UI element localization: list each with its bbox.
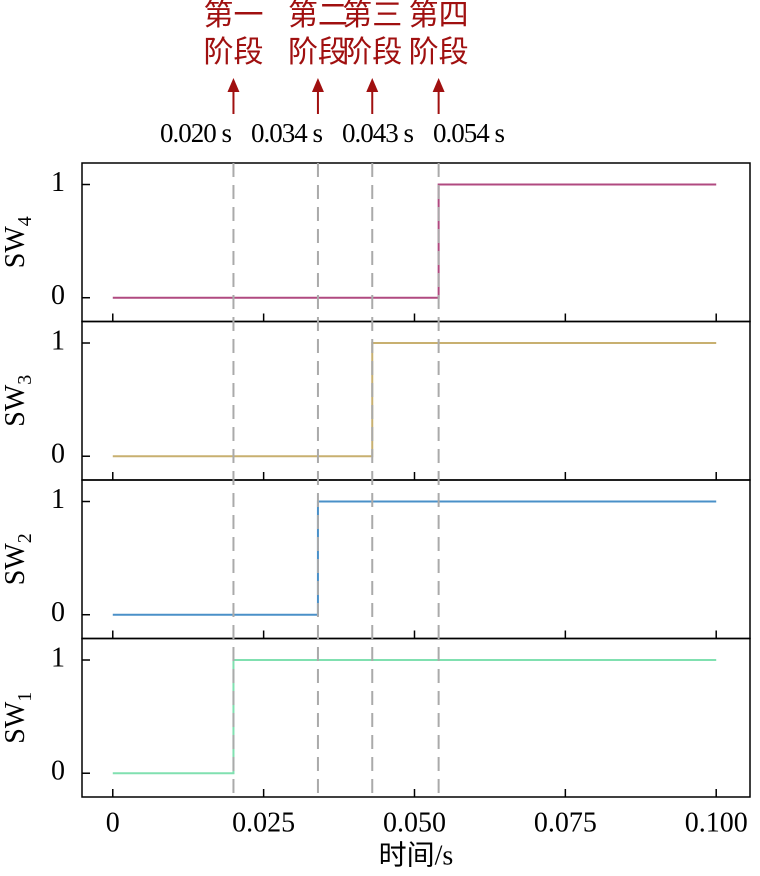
- x-tick-label: 0.100: [685, 807, 748, 838]
- x-axis-label: 时间/s: [379, 839, 454, 871]
- stage-arrowhead: [366, 78, 379, 92]
- x-tick-label: 0.025: [232, 807, 295, 838]
- y-axis-label-sub: 1: [14, 692, 36, 702]
- stage-arrowhead: [311, 78, 324, 92]
- x-tick-label: 0.050: [383, 807, 446, 838]
- y-axis-label-main: SW: [0, 226, 31, 269]
- stage-label: 阶段: [342, 36, 402, 69]
- y-tick-label: 0: [51, 439, 65, 470]
- y-axis-label-sub: 3: [14, 375, 36, 385]
- y-axis-label: SW2: [0, 533, 35, 585]
- y-axis-label: SW3: [0, 375, 35, 427]
- y-tick-label: 1: [51, 325, 65, 356]
- stage-arrowhead: [432, 78, 445, 92]
- stage-time-label: 0.043 s: [342, 118, 414, 148]
- y-axis-label: SW1: [0, 692, 35, 744]
- stage-arrowhead: [227, 78, 240, 92]
- stage-label: 第一: [203, 0, 263, 32]
- stage-label: 第二: [288, 0, 348, 32]
- y-tick-label: 0: [51, 756, 65, 787]
- y-axis-label-main: SW: [0, 701, 31, 744]
- line: [112, 500, 717, 616]
- y-tick-label: 1: [51, 167, 65, 198]
- x-tick-label: 0.075: [534, 807, 597, 838]
- stage-time-label: 0.020 s: [160, 118, 232, 148]
- stage-label: 第四: [409, 0, 469, 32]
- stage-label: 第三: [342, 0, 402, 32]
- line: [112, 183, 717, 299]
- stage-label: 阶段: [288, 36, 348, 69]
- x-tick-label: 0: [106, 807, 120, 838]
- panel-frame: [81, 637, 751, 798]
- y-tick-label: 0: [51, 597, 65, 628]
- y-tick-label: 1: [51, 642, 65, 673]
- y-axis-label: SW4: [0, 216, 35, 268]
- y-axis-label-main: SW: [0, 384, 31, 427]
- stage-label: 阶段: [409, 36, 469, 69]
- y-axis-label-sub: 4: [14, 216, 36, 226]
- stage-label: 阶段: [203, 36, 263, 69]
- line: [112, 659, 717, 775]
- y-tick-label: 1: [51, 484, 65, 515]
- stage-time-label: 0.034 s: [251, 118, 323, 148]
- y-axis-label-sub: 2: [14, 533, 36, 543]
- y-tick-label: 0: [51, 280, 65, 311]
- line: [112, 342, 717, 458]
- stage-time-label: 0.054 s: [433, 118, 505, 148]
- y-axis-label-main: SW: [0, 543, 31, 586]
